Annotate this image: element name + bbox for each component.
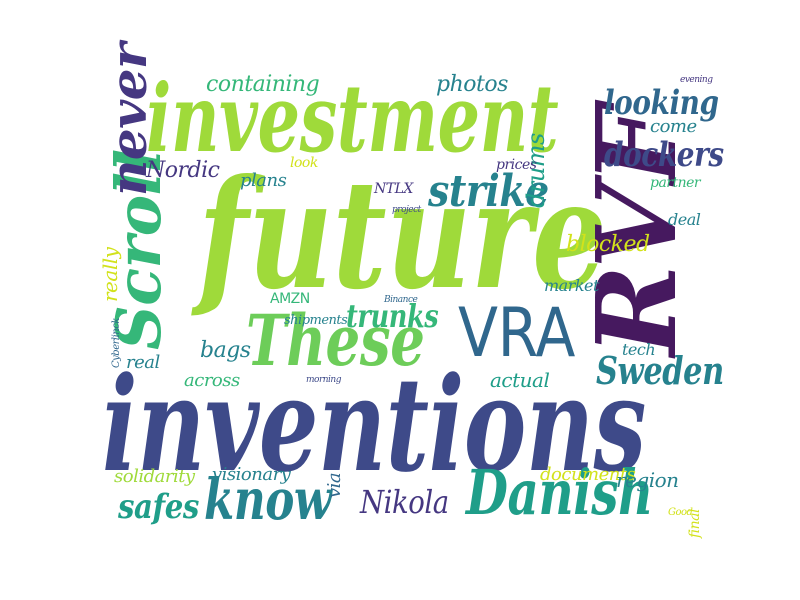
- word-amzn: AMZN: [270, 291, 310, 307]
- word-tech: tech: [622, 340, 656, 359]
- word-future: future: [198, 147, 607, 323]
- word-trunks: trunks: [346, 297, 439, 335]
- word-come: come: [650, 116, 697, 137]
- word-partner: partner: [650, 175, 701, 191]
- word-vra: VRA: [458, 294, 575, 373]
- word-nikola: Nikola: [360, 483, 449, 521]
- word-prices: prices: [496, 157, 537, 173]
- word-binance: Binance: [384, 295, 418, 305]
- word-these: These: [246, 299, 425, 382]
- word-really: really: [98, 247, 122, 302]
- word-look: look: [290, 155, 318, 171]
- word-project: project: [392, 205, 421, 215]
- word-morning: morning: [306, 375, 342, 385]
- word-real: real: [126, 352, 160, 373]
- word-investment: investment: [146, 64, 559, 174]
- word-region: region: [616, 468, 679, 492]
- word-ntlx: NTLX: [374, 181, 413, 197]
- word-photos: photos: [436, 72, 508, 97]
- word-strike: strike: [428, 166, 549, 217]
- word-cyberlinck: Cyberlinck: [111, 318, 122, 368]
- word-looking: looking: [604, 83, 719, 123]
- word-documents: documents: [540, 464, 636, 485]
- word-visionary: visionary: [212, 464, 291, 485]
- word-shipments: shipments: [284, 313, 348, 328]
- word-dockers: dockers: [604, 135, 724, 175]
- word-actual: actual: [490, 368, 550, 392]
- word-plans: plans: [240, 170, 287, 191]
- word-across: across: [184, 370, 240, 391]
- word-via: via: [324, 472, 345, 498]
- word-blocked: blocked: [566, 232, 650, 257]
- word-safes: safes: [118, 487, 199, 527]
- word-evening: evening: [680, 75, 713, 85]
- word-danish: Danish: [466, 456, 653, 529]
- word-market: market: [544, 276, 599, 295]
- word-good: Good: [668, 507, 693, 518]
- word-solidarity: solidarity: [114, 466, 195, 487]
- word-deal: deal: [668, 210, 701, 229]
- word-containing: containing: [206, 72, 320, 97]
- word-bags: bags: [200, 338, 251, 363]
- word-nordic: Nordic: [146, 158, 220, 183]
- word-know: know: [204, 467, 332, 533]
- word-sweden: Sweden: [596, 348, 724, 393]
- word-inventions: inventions: [102, 348, 646, 501]
